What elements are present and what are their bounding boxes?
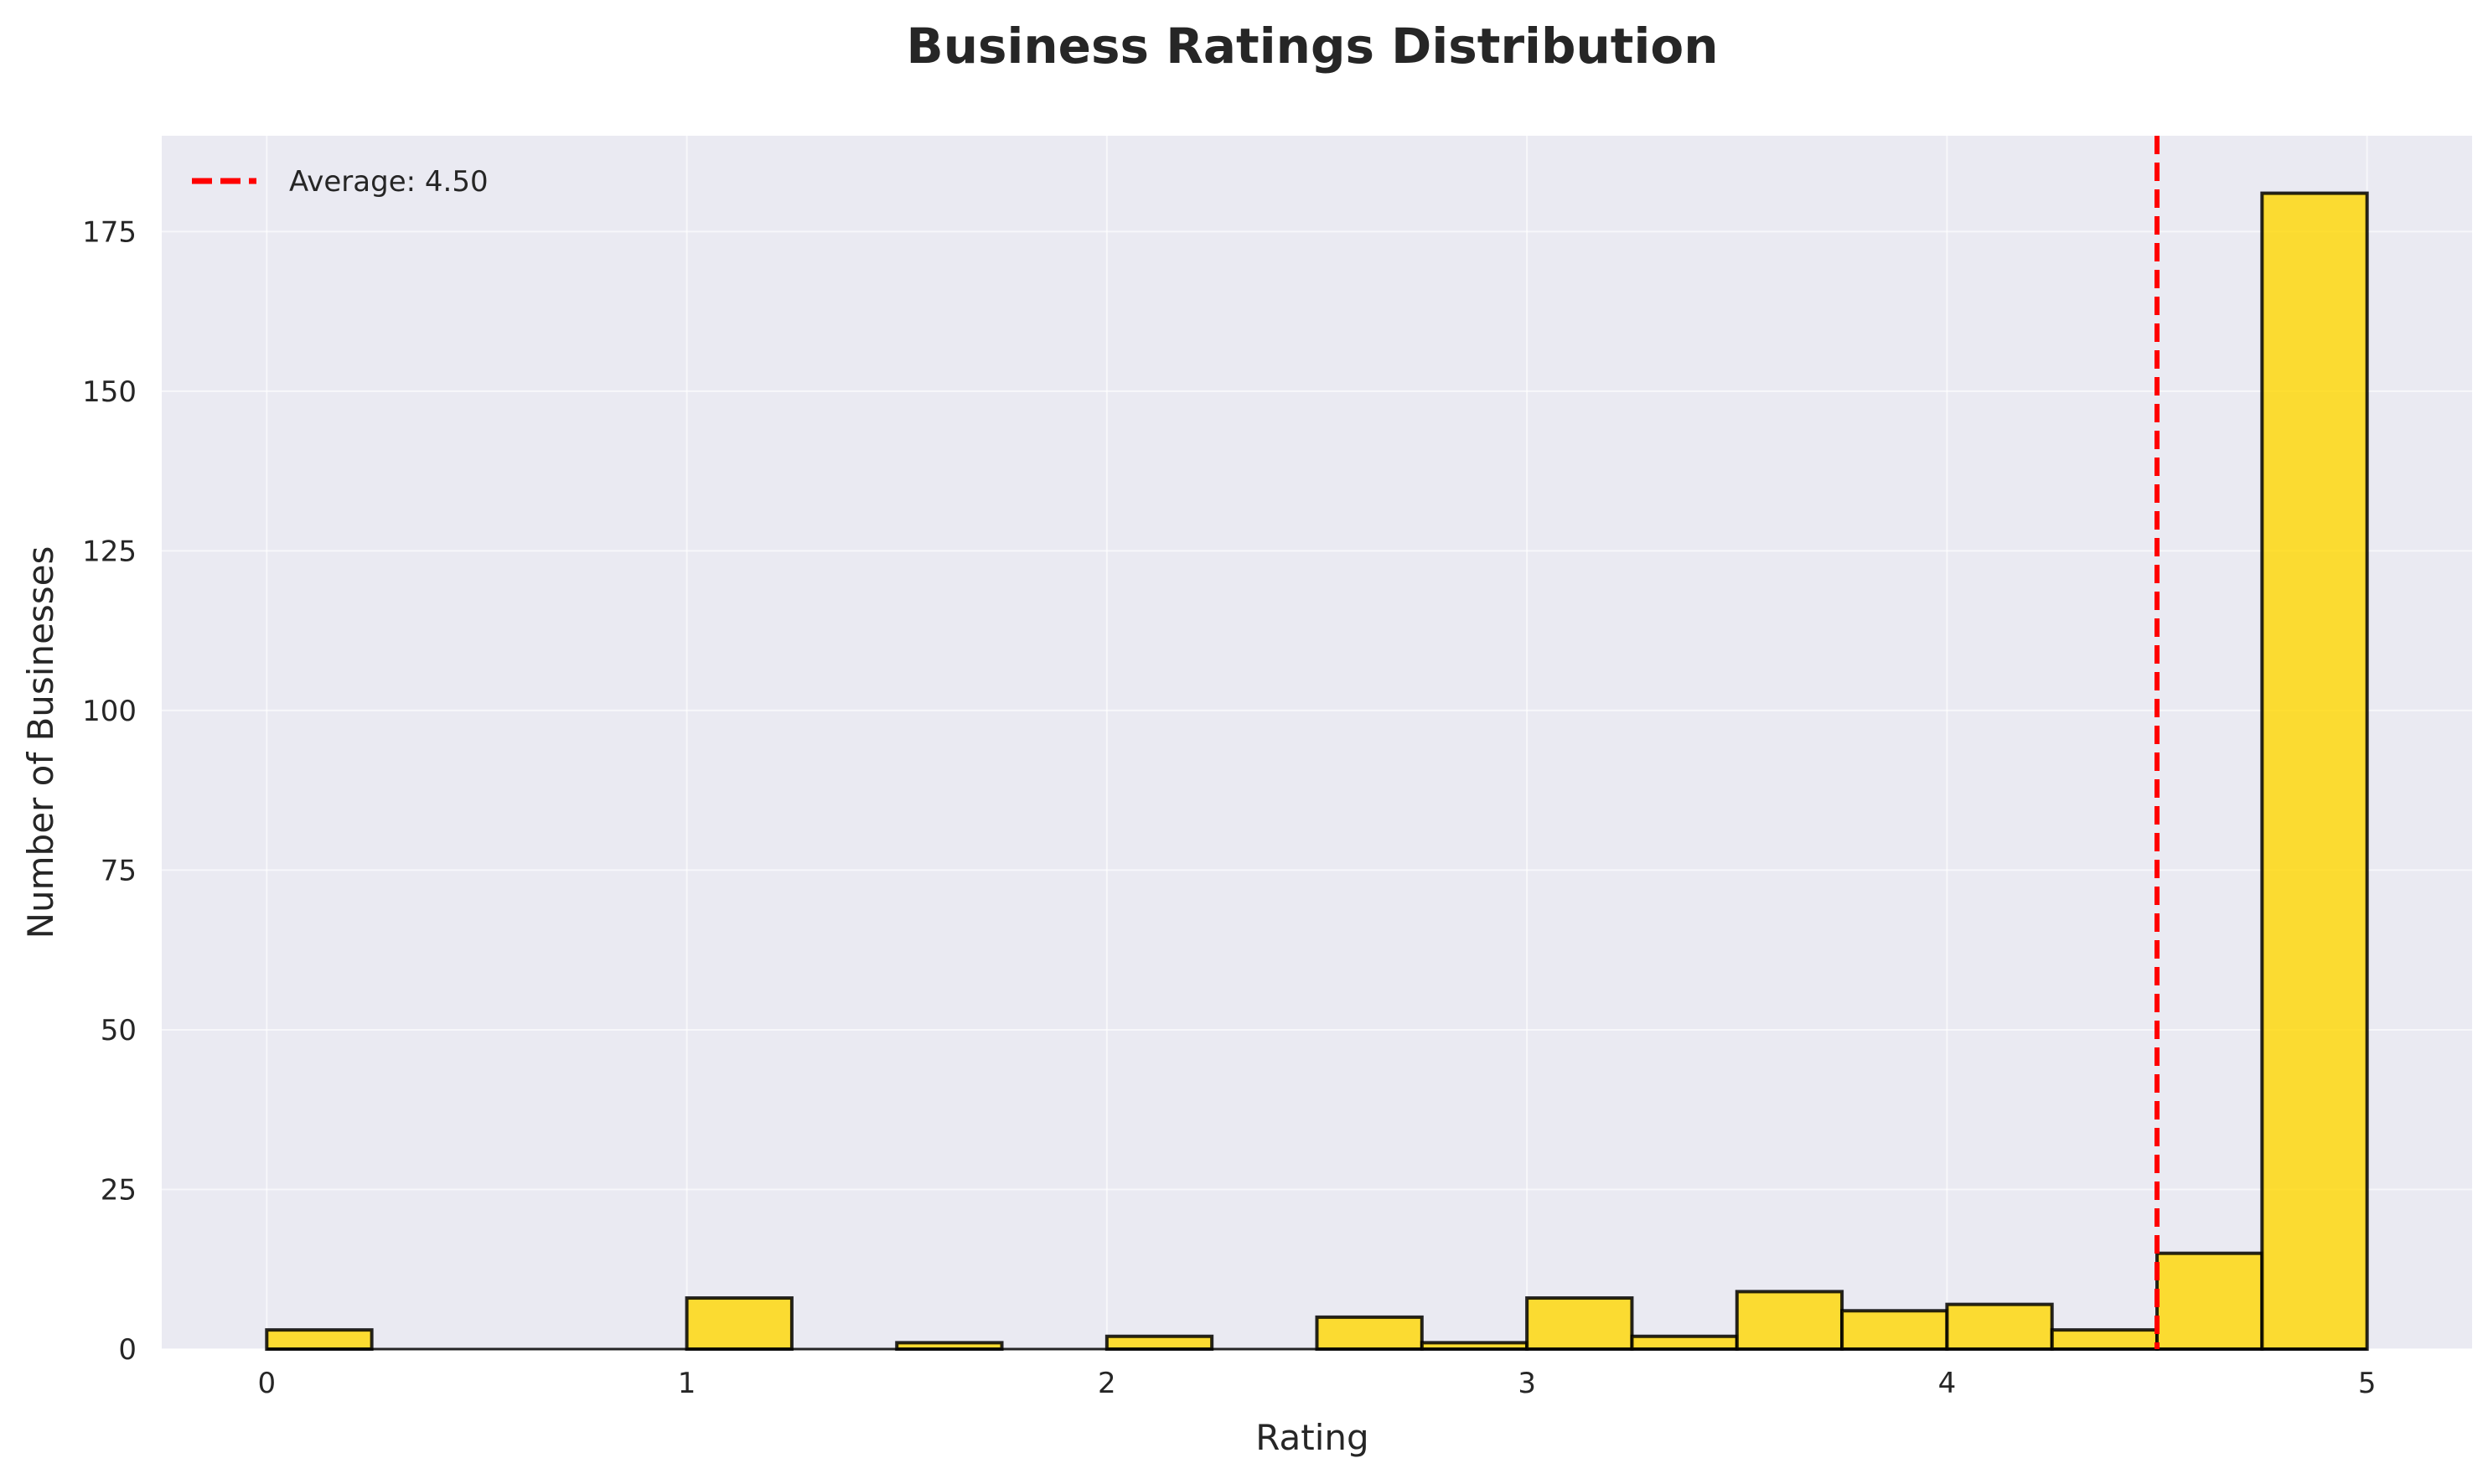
histogram-bar: [1945, 1302, 2054, 1351]
x-tick-label: 4: [1938, 1367, 1957, 1400]
histogram-bar: [265, 1328, 374, 1351]
x-axis-label: Rating: [1255, 1417, 1368, 1458]
y-tick-label: 25: [101, 1173, 137, 1207]
x-tick-label: 3: [1518, 1367, 1536, 1400]
histogram-bar: [1104, 1334, 1214, 1352]
histogram-bar: [685, 1296, 794, 1352]
histogram-bar: [1525, 1296, 1634, 1352]
histogram-bar: [2050, 1328, 2160, 1351]
y-tick-label: 150: [82, 375, 137, 409]
x-tick-label: 2: [1098, 1367, 1116, 1400]
histogram-bar: [1630, 1334, 1739, 1352]
histogram-bars: [265, 191, 2369, 1352]
y-tick-label: 0: [118, 1333, 137, 1367]
plot-area: [162, 136, 2472, 1349]
x-tick-label: 1: [678, 1367, 696, 1400]
y-axis-label: Number of Businesses: [20, 546, 61, 939]
histogram-bar: [2260, 191, 2369, 1351]
y-tick-label: 50: [101, 1014, 137, 1047]
histogram-bar: [1735, 1290, 1844, 1351]
y-tick-label: 125: [82, 535, 137, 568]
y-tick-label: 100: [82, 695, 137, 728]
y-tick-label: 175: [82, 215, 137, 249]
histogram-bar: [1840, 1309, 1949, 1351]
y-tick-label: 75: [101, 854, 137, 887]
histogram-bar: [2155, 1251, 2264, 1351]
x-tick-label: 5: [2358, 1367, 2377, 1400]
legend-label-average: Average: 4.50: [289, 165, 489, 199]
x-tick-label: 0: [257, 1367, 276, 1400]
x-axis-ticks: 0 1 2 3 4 5: [257, 1367, 2376, 1400]
histogram-bar: [1315, 1315, 1424, 1352]
y-axis-ticks: 0 25 50 75 100 125 150 175: [82, 215, 137, 1367]
legend: Average: 4.50: [192, 165, 489, 199]
chart-title: Business Ratings Distribution: [906, 18, 1718, 75]
